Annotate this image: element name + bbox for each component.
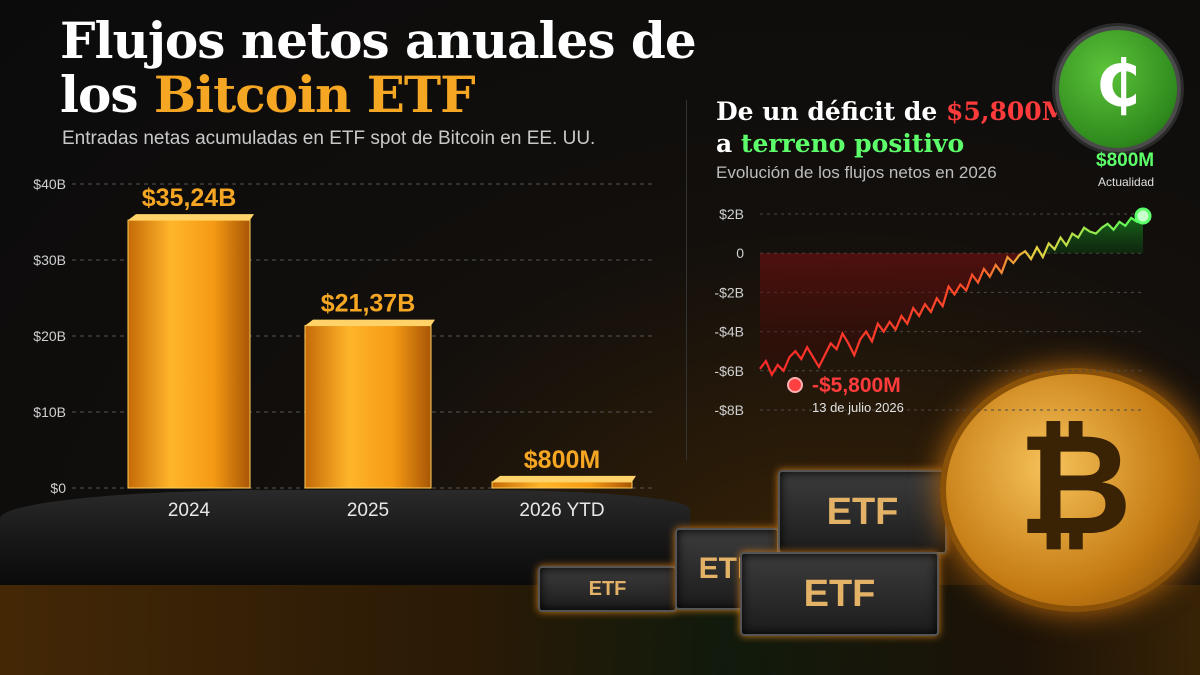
panel-divider	[686, 100, 687, 460]
right-title-green: terreno positivo	[740, 129, 965, 158]
bar	[127, 219, 251, 489]
bar-value-label: $21,37B	[321, 290, 416, 318]
annual-flows-bar-chart: $0 $10B $20B $30B $40B $35,24B 2024 $21,37B 2025…	[33, 176, 652, 521]
line-y-tick-label: $2B	[719, 206, 744, 222]
title-line-1: Flujos netos anuales de	[60, 11, 697, 70]
low-value-label: -$5,800M	[812, 374, 901, 397]
bar	[304, 325, 432, 489]
current-point-marker	[1134, 207, 1152, 225]
positive-area	[1025, 215, 1143, 260]
bar-y-tick-label: $10B	[33, 404, 66, 420]
low-date-label: 13 de julio 2026	[812, 400, 904, 415]
bar-y-tick-label: $40B	[33, 176, 66, 192]
etf-block-front: ETF	[740, 552, 939, 636]
bar-top-face	[128, 214, 254, 221]
net-flow-line	[759, 215, 1144, 378]
right-panel-title: De un déficit de $5,800M a terreno positi…	[716, 96, 1069, 160]
net-flows-line-chart: -$8B -$6B -$4B -$2B 0 $2B	[714, 206, 1152, 418]
bar-y-tick-label: $20B	[33, 328, 66, 344]
line-y-tick-label: 0	[736, 245, 744, 261]
etf-label: ETF	[588, 578, 627, 600]
logo-symbol: ₵	[1095, 48, 1141, 122]
right-title-red: $5,800M	[945, 97, 1070, 126]
bar-category-label: 2024	[168, 500, 211, 521]
page-subtitle: Entradas netas acumuladas en ETF spot de…	[62, 128, 596, 149]
brand-logo: ₵	[1055, 26, 1181, 152]
etf-label: ETF	[803, 573, 876, 615]
page-title: Flujos netos anuales de los Bitcoin ETF	[60, 11, 697, 124]
etf-label: ETF	[826, 491, 899, 533]
bar-value-label: $800M	[524, 446, 600, 474]
bitcoin-coin: ₿	[940, 368, 1200, 612]
etf-block-top: ETF	[778, 470, 947, 554]
title-line-2-prefix: los	[60, 65, 154, 124]
bar	[491, 481, 633, 489]
current-value-label: $800M	[1096, 150, 1155, 171]
etf-block-small: ETF	[538, 566, 677, 612]
bitcoin-symbol: ₿	[1017, 404, 1133, 567]
bar-top-face	[305, 319, 435, 326]
low-point-marker	[787, 377, 803, 393]
right-panel-subtitle: Evolución de los flujos netos en 2026	[716, 163, 997, 182]
bar-y-tick-label: $30B	[33, 252, 66, 268]
line-y-tick-label: -$4B	[714, 324, 744, 340]
title-accent: Bitcoin ETF	[153, 65, 476, 124]
right-title-line2-prefix: a	[716, 129, 741, 158]
current-date-label: Actualidad	[1098, 175, 1155, 189]
bar-y-tick-label: $0	[50, 480, 66, 496]
bar-value-label: $35,24B	[142, 184, 237, 212]
bar-category-label: 2026 YTD	[519, 500, 604, 521]
negative-area	[760, 251, 1026, 375]
line-y-tick-label: -$6B	[714, 363, 744, 379]
bar-top-face	[492, 475, 636, 482]
right-title-prefix: De un déficit de	[716, 97, 946, 126]
line-y-tick-label: -$8B	[714, 402, 744, 418]
bar-category-label: 2025	[347, 500, 389, 521]
line-y-tick-label: -$2B	[714, 284, 744, 300]
